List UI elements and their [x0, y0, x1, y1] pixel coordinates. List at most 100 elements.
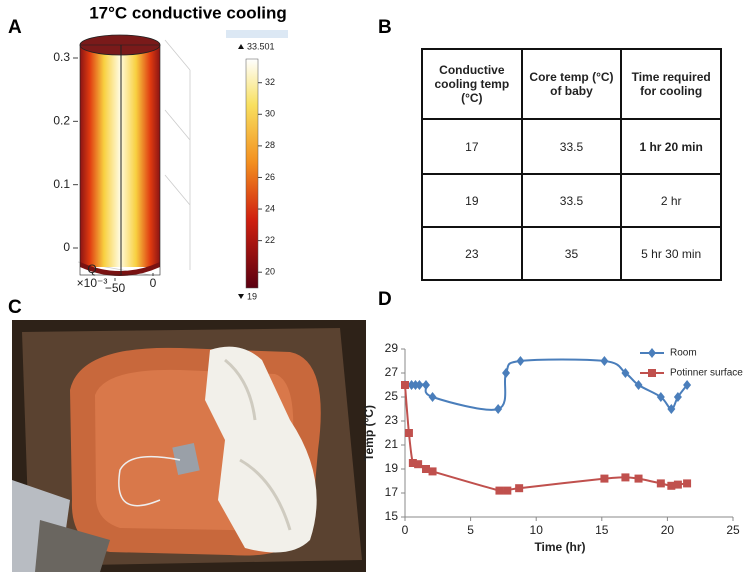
x-tick-label: 25: [726, 523, 740, 537]
colorbar-max-label: 33.501: [247, 41, 275, 51]
x-tick-label: 20: [661, 523, 675, 537]
y-tick-label: 19: [385, 461, 399, 475]
y-tick-label: 25: [385, 389, 399, 403]
cylinder-outline: [79, 44, 161, 276]
data-point: [428, 467, 437, 476]
x-axis-title: Time (hr): [534, 540, 585, 554]
data-point: [673, 392, 682, 402]
data-point: [421, 465, 430, 473]
x-tick-label: 5: [467, 523, 474, 537]
cylinder-base: [80, 262, 160, 276]
y-tick-label: 23: [385, 413, 399, 427]
table-cell: 35: [520, 226, 623, 281]
series-line: [405, 358, 688, 411]
z-tick-label: 0.2: [53, 114, 70, 128]
colorbar-tick-label: 24: [265, 203, 275, 213]
panel-a-title: 17°C conductive cooling: [89, 3, 287, 22]
colorbar-tick-label: 22: [265, 235, 275, 245]
data-point: [494, 404, 503, 414]
data-point: [502, 368, 511, 378]
legend-marker: [648, 369, 656, 377]
x-tick-label: −50: [105, 281, 126, 295]
data-point: [401, 381, 409, 389]
data-point: [656, 392, 665, 402]
table-cell: 5 hr 30 min: [620, 226, 722, 281]
data-point: [408, 459, 417, 467]
data-point: [600, 356, 609, 366]
logo: [226, 30, 288, 38]
data-point: [516, 356, 525, 366]
panel-label: D: [378, 289, 392, 310]
data-point: [683, 380, 692, 390]
table-cell: 23: [421, 226, 523, 281]
legend-marker: [648, 348, 656, 358]
data-point: [503, 486, 512, 495]
table-row: 19 33.5 2 hr: [421, 173, 722, 228]
data-point: [667, 404, 676, 414]
y-tick-label: 29: [385, 341, 399, 355]
colorbar-max-marker: [238, 44, 244, 49]
data-point: [621, 368, 630, 378]
table-cell: 33.5: [520, 118, 623, 175]
data-point: [428, 392, 437, 402]
y-tick-label: 27: [385, 365, 399, 379]
panel-label: C: [8, 297, 22, 318]
header-cell: Conductive cooling temp (°C): [421, 48, 523, 120]
header-cell: Time required for cooling: [620, 48, 722, 120]
data-point: [656, 479, 665, 488]
data-table: Conductive cooling temp (°C) Core temp (°…: [421, 48, 722, 281]
colorbar-tick-label: 32: [265, 77, 275, 87]
data-point: [667, 481, 676, 490]
colorbar: [245, 58, 259, 289]
data-point: [495, 486, 504, 495]
y-tick-label: 17: [385, 485, 399, 499]
data-point: [600, 474, 609, 483]
panel-label: A: [8, 17, 22, 38]
y-axis-title: Temp (°C): [362, 405, 376, 461]
header-row: Conductive cooling temp (°C) Core temp (°…: [421, 48, 722, 120]
x-tick-label: 0: [402, 523, 409, 537]
table-cell: 1 hr 20 min: [620, 118, 722, 175]
legend-label: Potinner surface: [670, 368, 743, 379]
data-point: [634, 474, 643, 483]
cylinder-body: [80, 45, 160, 267]
x-axis-label: Q: [87, 262, 96, 276]
table-cell: 2 hr: [620, 173, 722, 228]
data-point: [683, 479, 692, 488]
y-tick-label: 21: [385, 437, 399, 451]
x-tick-label: 0: [150, 276, 157, 290]
colorbar-min-label: 19: [247, 291, 257, 301]
colorbar-tick-label: 28: [265, 140, 275, 150]
data-point: [404, 429, 413, 437]
x-tick-label: 10: [530, 523, 544, 537]
legend-label: Room: [670, 348, 697, 359]
data-point: [673, 480, 682, 489]
table-cell: 19: [421, 173, 523, 228]
y-tick-label: 15: [385, 509, 399, 523]
header-cell: Core temp (°C) of baby: [520, 48, 623, 120]
z-tick-label: 0.1: [53, 177, 70, 191]
panel-c-photo: [12, 320, 366, 572]
colorbar-tick-label: 26: [265, 172, 275, 182]
data-point: [421, 380, 430, 390]
panel-label: B: [378, 17, 392, 38]
data-point: [414, 460, 423, 469]
colorbar-tick-label: 20: [265, 267, 275, 277]
table-row: 17 33.5 1 hr 20 min: [421, 118, 722, 175]
data-point: [634, 380, 643, 390]
table-cell: 17: [421, 118, 523, 175]
z-tick-label: 0: [63, 240, 70, 254]
x-tick-label: 15: [595, 523, 609, 537]
data-point: [415, 380, 424, 390]
colorbar-min-marker: [238, 294, 244, 299]
panel-a: 17°C conductive cooling: [77, 3, 288, 289]
table-row: 23 35 5 hr 30 min: [421, 226, 722, 281]
colorbar-tick-label: 30: [265, 109, 275, 119]
table-cell: 33.5: [520, 173, 623, 228]
z-tick-label: 0.3: [53, 50, 70, 64]
data-point: [621, 473, 630, 482]
data-point: [515, 484, 524, 493]
x-axis-exponent: ×10⁻³: [77, 276, 108, 290]
